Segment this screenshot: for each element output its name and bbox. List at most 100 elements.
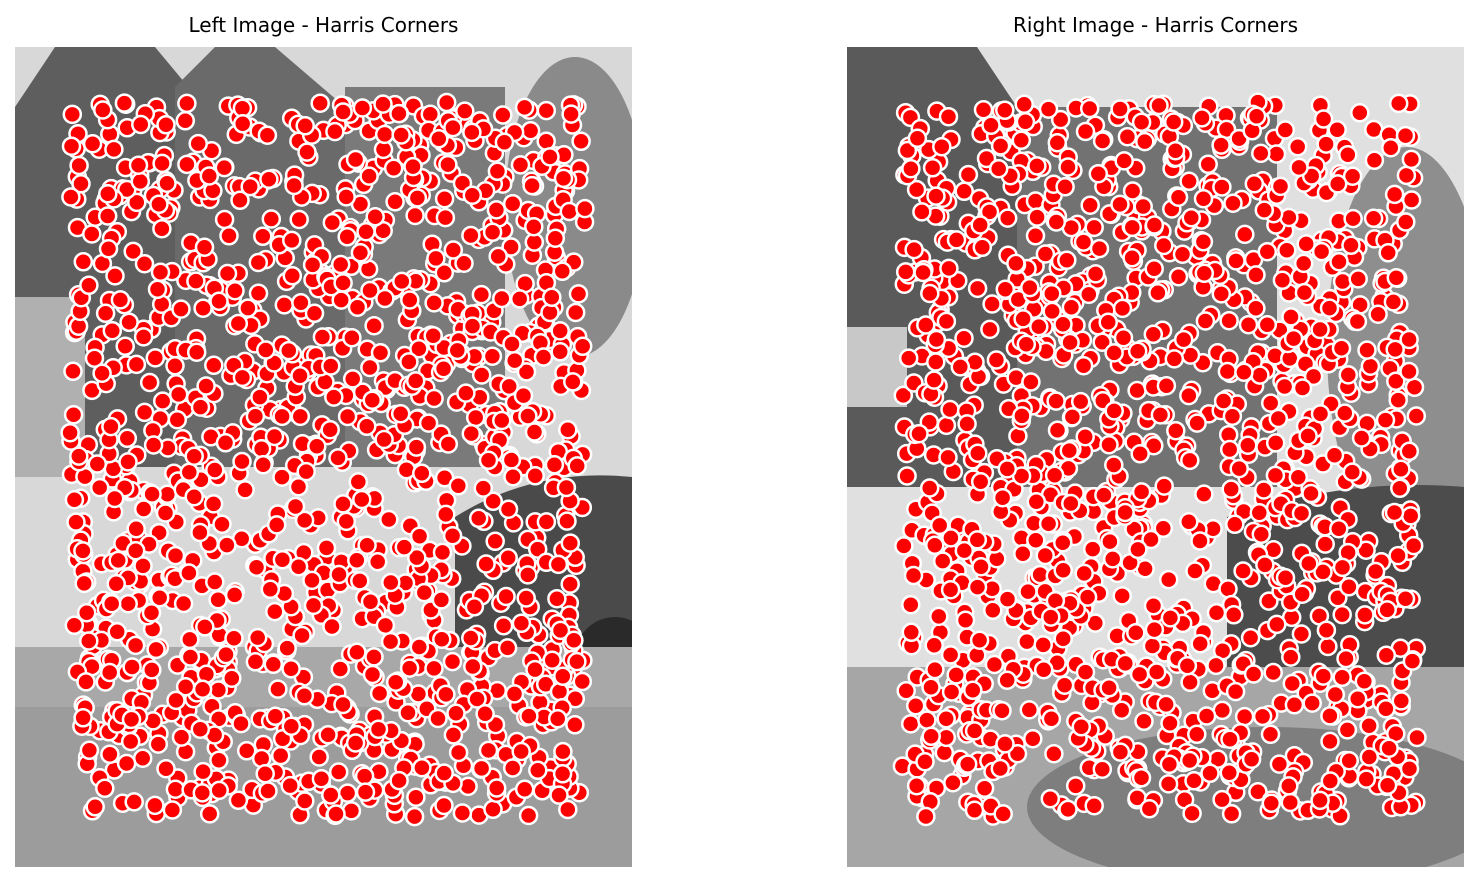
corner-marker: [1319, 298, 1340, 318]
corner-marker: [1117, 126, 1138, 147]
corner-marker: [1092, 131, 1113, 151]
corner-marker: [348, 472, 369, 492]
corner-marker: [352, 489, 372, 510]
corner-marker: [954, 540, 975, 561]
corner-marker: [179, 462, 200, 483]
corner-marker: [1130, 444, 1150, 464]
corner-marker: [92, 363, 112, 383]
corner-marker: [502, 334, 522, 354]
corner-marker: [1080, 195, 1100, 215]
corner-marker: [1254, 200, 1275, 220]
corner-marker: [544, 455, 565, 475]
corner-marker: [1038, 514, 1059, 534]
corner-marker: [214, 209, 235, 230]
corner-marker: [976, 148, 997, 169]
corner-marker: [66, 512, 86, 532]
corner-marker: [924, 370, 944, 390]
corner-marker: [483, 491, 503, 512]
corner-marker: [1114, 151, 1134, 171]
corner-marker: [1006, 253, 1026, 274]
corner-marker: [522, 175, 542, 196]
corner-marker: [567, 456, 587, 476]
corner-marker: [370, 343, 391, 363]
corner-marker: [268, 679, 288, 699]
corner-marker: [504, 684, 525, 704]
corner-marker: [1194, 484, 1214, 504]
corner-marker: [1011, 130, 1032, 151]
corner-marker: [292, 625, 312, 646]
corner-marker: [333, 694, 353, 715]
corner-marker: [1099, 678, 1119, 698]
corner-marker: [1026, 530, 1046, 551]
corner-marker: [442, 526, 463, 546]
corner-marker: [190, 719, 211, 739]
corner-marker: [955, 610, 976, 631]
corner-marker: [1156, 375, 1177, 396]
corner-marker: [1033, 635, 1053, 655]
left-corner-markers: [60, 92, 595, 827]
corner-marker: [1187, 413, 1207, 433]
corner-marker: [471, 758, 492, 779]
corner-marker: [390, 403, 411, 424]
corner-marker: [443, 240, 464, 260]
corner-marker: [347, 642, 367, 663]
corner-marker: [1075, 121, 1096, 142]
corner-marker: [894, 536, 914, 556]
corner-marker: [1212, 789, 1232, 810]
corner-marker: [290, 365, 310, 386]
corner-marker: [1012, 406, 1032, 426]
corner-marker: [131, 114, 151, 135]
corner-marker: [143, 435, 164, 455]
corner-marker: [307, 436, 327, 457]
corner-marker: [1044, 743, 1064, 764]
corner-marker: [373, 94, 393, 114]
corner-marker: [1079, 284, 1099, 305]
corner-marker: [1311, 241, 1332, 262]
corner-marker: [261, 209, 282, 229]
corner-marker: [121, 709, 142, 730]
corner-marker: [64, 490, 85, 510]
corner-marker: [69, 155, 89, 176]
corner-marker: [1289, 157, 1309, 178]
corner-marker: [209, 750, 229, 770]
corner-marker: [125, 540, 146, 561]
corner-marker: [1338, 144, 1358, 165]
corner-marker: [1055, 177, 1075, 197]
corner-marker: [983, 600, 1003, 620]
corner-marker: [217, 535, 237, 555]
corner-marker: [1190, 633, 1210, 654]
corner-marker: [906, 179, 927, 200]
corner-marker: [246, 557, 267, 577]
corner-marker: [119, 312, 139, 333]
corner-marker: [1226, 251, 1246, 271]
corner-marker: [1252, 706, 1273, 727]
corner-marker: [455, 101, 475, 121]
corner-marker: [142, 484, 162, 504]
corner-marker: [982, 294, 1002, 314]
corner-marker: [524, 422, 545, 442]
corner-marker: [502, 193, 523, 214]
corner-marker: [232, 451, 252, 472]
corner-marker: [1225, 514, 1245, 535]
corner-marker: [997, 670, 1017, 690]
corner-marker: [253, 454, 273, 475]
corner-marker: [1133, 196, 1153, 217]
corner-marker: [316, 538, 337, 558]
corner-marker: [1315, 534, 1335, 554]
corner-marker: [1185, 561, 1205, 581]
corner-marker: [940, 645, 961, 665]
corner-marker: [1363, 208, 1384, 229]
corner-marker: [907, 128, 928, 149]
corner-marker: [434, 795, 454, 816]
corner-marker: [1195, 311, 1216, 331]
corner-marker: [1281, 307, 1301, 327]
corner-marker: [968, 443, 988, 463]
corner-marker: [473, 478, 494, 498]
corner-marker: [282, 230, 302, 251]
corner-marker: [434, 188, 455, 209]
corner-marker: [188, 133, 208, 154]
corner-marker: [563, 372, 583, 392]
corner-marker: [147, 279, 168, 300]
corner-marker: [165, 545, 186, 566]
corner-marker: [548, 554, 569, 575]
